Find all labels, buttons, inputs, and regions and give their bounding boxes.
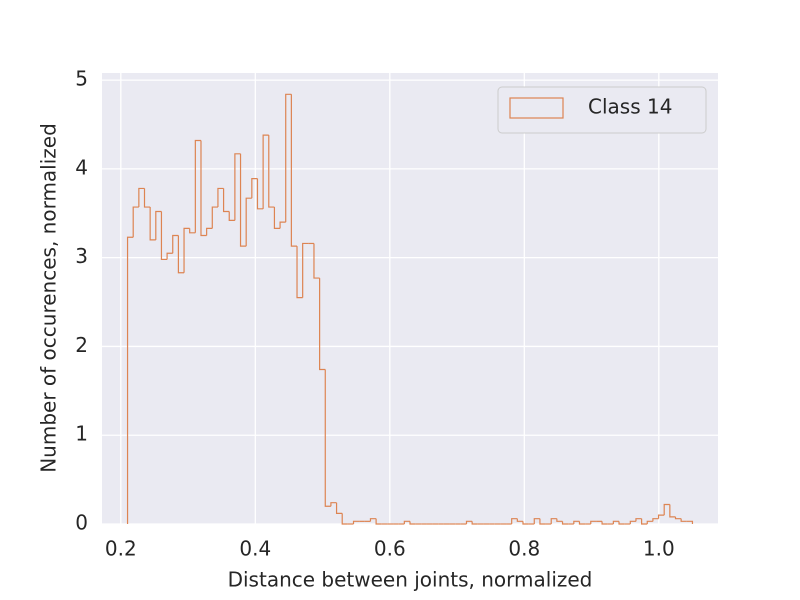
histogram-step <box>641 518 648 525</box>
histogram-step <box>324 369 331 507</box>
legend: Class 14 <box>497 86 707 134</box>
histogram-step <box>556 518 563 522</box>
histogram-step <box>251 178 258 199</box>
histogram-step <box>522 521 529 525</box>
histogram-step <box>290 94 298 247</box>
histogram-step <box>539 518 546 525</box>
y-tick-label: 4 <box>75 155 88 179</box>
y-tick-label: 1 <box>75 422 88 446</box>
y-tick-label: 3 <box>75 244 88 268</box>
y-tick-label: 5 <box>75 67 88 91</box>
histogram-step <box>601 521 608 525</box>
histogram-step <box>268 135 275 208</box>
histogram-step <box>189 228 196 234</box>
histogram-step <box>352 520 360 524</box>
histogram-step <box>160 211 168 261</box>
histogram-step <box>239 153 247 247</box>
histogram-step <box>669 504 676 518</box>
histogram-step <box>330 502 337 507</box>
histogram-step <box>200 140 207 237</box>
histogram-step <box>279 221 286 229</box>
histogram-step <box>222 188 230 213</box>
histogram-step <box>561 521 569 525</box>
histogram-step <box>273 207 281 229</box>
histogram-step <box>686 520 694 524</box>
histogram-step <box>578 521 586 525</box>
histogram-step <box>256 178 264 210</box>
y-tick-label: 2 <box>75 333 88 357</box>
histogram-step <box>646 520 653 524</box>
x-tick-label: 0.2 <box>105 537 137 561</box>
histogram-step <box>262 134 269 209</box>
histogram-step <box>126 236 134 524</box>
x-tick-label: 0.4 <box>239 537 271 561</box>
histogram <box>126 93 694 525</box>
histogram-step <box>234 153 241 221</box>
y-axis-label: Number of occurences, normalized <box>37 123 61 473</box>
histogram-step <box>183 227 190 273</box>
histogram-step <box>206 227 213 236</box>
x-tick-label: 1.0 <box>643 537 675 561</box>
histogram-step <box>335 502 343 514</box>
histogram-step <box>550 518 557 524</box>
histogram-step <box>285 93 292 223</box>
y-tick-label: 0 <box>75 511 88 535</box>
histogram-step <box>618 521 625 525</box>
histogram-step <box>657 514 665 519</box>
plot-area <box>102 73 718 524</box>
histogram-step <box>409 521 416 525</box>
histogram-step <box>674 516 682 520</box>
histogram-step <box>177 235 185 274</box>
histogram-step <box>590 520 597 524</box>
histogram-step <box>228 211 235 221</box>
histogram-step <box>149 207 156 241</box>
histogram-step <box>155 210 162 240</box>
histogram-step <box>172 234 179 254</box>
histogram-step <box>341 513 348 525</box>
histogram-step <box>211 206 218 229</box>
histogram-step <box>403 520 410 524</box>
histogram-step <box>217 187 224 208</box>
histogram-step <box>516 518 523 522</box>
histogram-step <box>652 518 659 522</box>
histogram-step <box>573 520 580 524</box>
histogram-step <box>663 503 670 516</box>
histogram-step <box>166 252 173 260</box>
histogram-step <box>680 518 687 522</box>
histogram-step <box>132 206 139 238</box>
histogram-step <box>629 520 636 524</box>
histogram-step <box>296 246 303 299</box>
histogram-step <box>319 278 326 371</box>
histogram-step <box>465 520 473 524</box>
histogram-step <box>313 243 320 279</box>
histogram-step <box>245 197 252 247</box>
histogram-step <box>533 518 540 524</box>
histogram-step <box>143 188 151 208</box>
histogram-step <box>471 521 478 525</box>
legend-label: Class 14 <box>588 95 672 119</box>
histogram-step <box>302 242 309 298</box>
histogram-step <box>138 187 145 208</box>
x-tick-label: 0.8 <box>508 537 540 561</box>
legend-swatch <box>509 97 564 119</box>
x-tick-label: 0.6 <box>374 537 406 561</box>
x-axis-label: Distance between joints, normalized <box>228 568 593 592</box>
histogram-step <box>511 518 518 524</box>
histogram-step <box>369 518 377 522</box>
histogram-step <box>612 520 620 524</box>
histogram-step <box>194 139 201 233</box>
histogram-step <box>375 518 382 525</box>
histogram-step <box>635 518 642 522</box>
